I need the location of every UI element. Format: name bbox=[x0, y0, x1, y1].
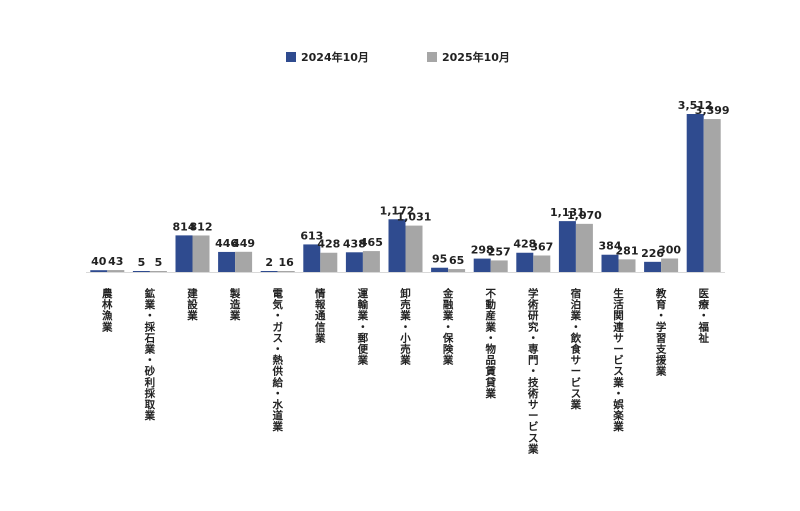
value-label-0-2: 814 bbox=[173, 220, 196, 233]
category-label-2: 建設業 bbox=[186, 287, 198, 322]
category-label-5: 情報通信業 bbox=[314, 287, 326, 344]
bar-1-8 bbox=[448, 269, 466, 272]
bar-0-2 bbox=[175, 235, 193, 272]
bar-0-10 bbox=[516, 252, 534, 272]
value-label-1-2: 812 bbox=[190, 220, 213, 233]
value-label-1-13: 300 bbox=[658, 244, 681, 257]
value-label-1-6: 465 bbox=[360, 236, 383, 249]
legend: 2024年10月 2025年10月 bbox=[286, 50, 510, 64]
value-label-1-0: 43 bbox=[108, 255, 123, 268]
category-label-7: 卸売業・小売業 bbox=[399, 287, 411, 367]
bar-0-5 bbox=[303, 244, 321, 272]
bar-0-3 bbox=[218, 251, 236, 272]
value-label-0-0: 40 bbox=[91, 255, 107, 268]
value-label-1-9: 257 bbox=[488, 245, 511, 258]
bar-1-7 bbox=[405, 225, 423, 272]
bar-1-13 bbox=[661, 258, 679, 272]
category-label-10: 学術研究・専門・技術サービス業 bbox=[527, 287, 539, 455]
bar-1-5 bbox=[320, 252, 338, 272]
bar-0-1 bbox=[132, 271, 150, 272]
bar-0-4 bbox=[260, 271, 278, 272]
value-label-0-7: 1,172 bbox=[380, 204, 415, 217]
category-label-1: 鉱業・採石業・砂利採取業 bbox=[144, 287, 156, 422]
bar-0-7 bbox=[388, 219, 406, 272]
bar-1-2 bbox=[192, 235, 210, 272]
bars-layer bbox=[90, 114, 721, 272]
value-label-0-6: 438 bbox=[343, 237, 366, 250]
bar-0-9 bbox=[473, 258, 491, 272]
value-label-1-14: 3,399 bbox=[695, 104, 730, 117]
category-label-6: 運輸業・郵便業 bbox=[357, 288, 369, 367]
value-label-1-8: 65 bbox=[449, 254, 464, 267]
bar-1-11 bbox=[575, 223, 593, 272]
value-label-1-4: 16 bbox=[279, 256, 295, 269]
value-label-0-13: 226 bbox=[641, 247, 664, 260]
bar-0-12 bbox=[601, 254, 619, 272]
value-label-0-12: 384 bbox=[599, 240, 622, 253]
bar-1-1 bbox=[149, 271, 167, 272]
legend-swatch-0 bbox=[286, 52, 296, 62]
value-label-0-5: 613 bbox=[300, 229, 323, 242]
bar-1-0 bbox=[107, 270, 125, 272]
bar-0-6 bbox=[345, 252, 363, 272]
value-label-0-10: 428 bbox=[513, 238, 536, 251]
value-label-0-1: 5 bbox=[138, 256, 146, 269]
value-label-1-5: 428 bbox=[317, 238, 340, 251]
category-label-14: 医療・福祉 bbox=[697, 288, 709, 344]
value-label-1-3: 449 bbox=[232, 237, 255, 250]
bar-0-8 bbox=[431, 267, 449, 272]
bar-1-6 bbox=[362, 251, 380, 272]
category-label-4: 電気・ガス・熱供給・水道業 bbox=[271, 288, 283, 433]
value-label-0-3: 446 bbox=[215, 237, 238, 250]
category-labels-layer: 農林漁業 鉱業・採石業・砂利採取業 建設業 製造業 電気・ガス・熱供給・水道業 情報通信業… bbox=[101, 287, 709, 455]
category-label-12: 生活関連サービス業・娯楽業 bbox=[612, 287, 624, 433]
value-label-1-11: 1,070 bbox=[567, 209, 602, 222]
bar-0-11 bbox=[558, 221, 576, 272]
bar-0-0 bbox=[90, 270, 108, 272]
value-label-0-11: 1,131 bbox=[550, 206, 585, 219]
bar-0-13 bbox=[644, 261, 662, 272]
value-label-0-14: 3,512 bbox=[678, 99, 713, 112]
category-label-11: 宿泊業・飲食サービス業 bbox=[570, 287, 582, 411]
bar-1-14 bbox=[703, 119, 721, 272]
bar-1-4 bbox=[277, 271, 295, 272]
bar-1-12 bbox=[618, 259, 636, 272]
legend-swatch-1 bbox=[427, 52, 437, 62]
bar-1-3 bbox=[235, 251, 253, 272]
value-label-1-7: 1,031 bbox=[397, 211, 432, 224]
value-label-1-1: 5 bbox=[155, 256, 163, 269]
value-label-0-8: 95 bbox=[432, 253, 447, 266]
category-label-8: 金融業・保険業 bbox=[442, 287, 454, 367]
category-label-3: 製造業 bbox=[229, 287, 241, 322]
value-label-0-9: 298 bbox=[471, 244, 494, 257]
value-label-1-12: 281 bbox=[616, 244, 639, 257]
bar-0-14 bbox=[686, 114, 704, 272]
bar-1-10 bbox=[533, 255, 551, 272]
legend-label-0: 2024年10月 bbox=[301, 50, 369, 64]
value-label-1-10: 367 bbox=[530, 240, 553, 253]
bar-1-9 bbox=[490, 260, 508, 272]
legend-label-1: 2025年10月 bbox=[442, 50, 510, 64]
value-label-0-4: 2 bbox=[265, 256, 273, 269]
category-label-0: 農林漁業 bbox=[101, 287, 113, 333]
category-label-9: 不動産業・物品賃貸業 bbox=[484, 288, 496, 400]
category-label-13: 教育・学習支援業 bbox=[655, 287, 667, 378]
